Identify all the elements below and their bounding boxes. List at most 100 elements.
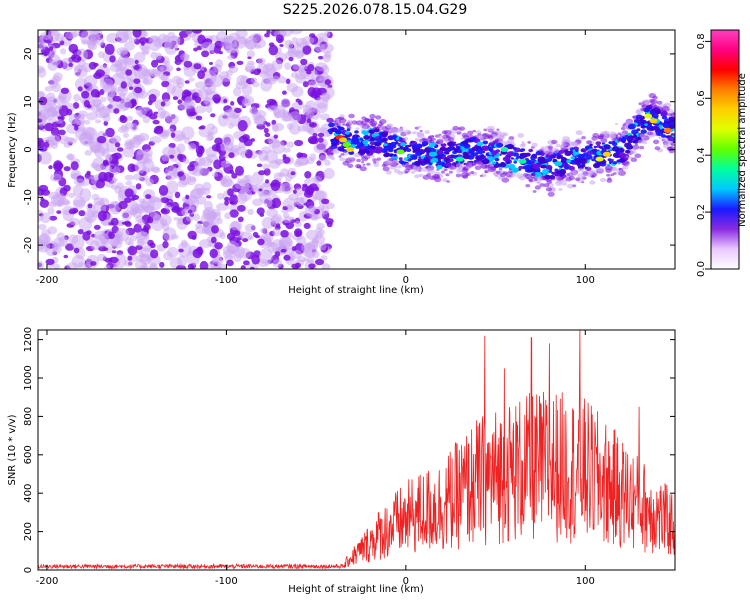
noise-dot <box>68 62 73 67</box>
signal-dot <box>446 135 450 139</box>
noise-dot <box>50 173 62 182</box>
noise-dot <box>108 256 119 264</box>
noise-dot <box>124 174 135 181</box>
noise-dot <box>133 223 142 233</box>
signal-dot <box>428 139 435 144</box>
noise-dot <box>68 113 79 125</box>
noise-dot <box>133 173 143 181</box>
signal-dot <box>644 99 651 104</box>
noise-dot <box>288 56 294 62</box>
noise-dot <box>315 190 328 201</box>
snr-frame <box>37 329 676 571</box>
signal-dot <box>373 161 377 164</box>
noise-dot <box>323 159 331 166</box>
noise-dot <box>91 30 100 35</box>
signal-dot <box>606 174 610 177</box>
noise-dot <box>111 250 117 254</box>
noise-dot <box>174 191 181 199</box>
noise-dot <box>137 218 145 226</box>
noise-dot <box>177 153 184 161</box>
signal-dot <box>481 150 486 154</box>
noise-dot <box>258 170 266 176</box>
signal-dot <box>629 149 637 155</box>
noise-dot <box>86 170 91 175</box>
noise-dot <box>173 216 180 221</box>
noise-dot <box>235 165 244 176</box>
noise-dot <box>321 92 331 103</box>
noise-dot <box>185 215 194 222</box>
signal-dot <box>586 167 592 171</box>
signal-dot <box>467 130 474 135</box>
signal-dot <box>361 116 367 120</box>
signal-peak <box>500 147 509 152</box>
noise-dot <box>73 93 81 102</box>
noise-dot <box>296 236 307 245</box>
noise-dot <box>133 134 140 143</box>
noise-dot <box>304 178 312 185</box>
signal-dot <box>349 157 354 161</box>
y-tick-label: 400 <box>23 484 34 503</box>
signal-dot <box>543 183 550 188</box>
signal-dot <box>338 147 345 152</box>
signal-dot <box>428 142 436 147</box>
noise-dot <box>283 216 293 224</box>
noise-dot <box>108 231 115 239</box>
signal-dot <box>525 154 529 157</box>
signal-dot <box>338 122 342 125</box>
noise-dot <box>55 96 67 105</box>
spectrogram-marks <box>38 30 675 269</box>
noise-dot <box>121 209 132 221</box>
noise-dot <box>321 198 330 205</box>
signal-dot <box>625 161 630 164</box>
noise-dot <box>210 236 217 244</box>
signal-dot <box>467 138 472 142</box>
noise-dot <box>227 188 234 197</box>
signal-dot <box>547 191 555 197</box>
signal-dot <box>399 126 403 129</box>
noise-dot <box>230 220 243 231</box>
noise-dot <box>124 188 134 198</box>
noise-dot <box>237 204 246 212</box>
signal-dot <box>627 123 636 130</box>
signal-dot <box>510 157 514 160</box>
signal-dot <box>401 171 405 174</box>
noise-dot <box>81 90 90 99</box>
noise-dot <box>165 204 172 209</box>
noise-dot <box>308 263 316 269</box>
signal-dot <box>417 160 423 165</box>
noise-dot <box>122 132 130 139</box>
noise-dot <box>132 30 142 38</box>
noise-dot <box>44 122 54 132</box>
noise-dot <box>271 59 283 71</box>
noise-dot <box>161 208 168 213</box>
noise-dot <box>180 239 188 248</box>
x-tick-label: 100 <box>576 275 595 286</box>
signal-dot <box>342 160 350 166</box>
noise-dot <box>220 178 234 188</box>
noise-dot <box>51 82 61 93</box>
noise-dot <box>316 141 327 152</box>
noise-dot <box>161 154 170 162</box>
noise-dot <box>102 78 114 89</box>
noise-dot <box>201 50 210 58</box>
signal-dot <box>594 162 600 167</box>
noise-dot <box>135 183 142 190</box>
noise-dot <box>284 62 292 70</box>
signal-dot <box>359 166 367 172</box>
signal-dot <box>362 140 369 145</box>
noise-dot <box>52 243 59 251</box>
noise-dot <box>302 81 309 88</box>
signal-dot <box>548 170 553 173</box>
noise-dot <box>148 113 158 120</box>
noise-dot <box>188 77 195 82</box>
signal-dot <box>363 131 370 136</box>
colorbar-tick-label: 0.0 <box>696 261 707 277</box>
noise-dot <box>266 208 278 218</box>
noise-dot <box>284 39 294 49</box>
noise-dot <box>227 55 235 60</box>
signal-dot <box>625 149 631 154</box>
signal-dot <box>520 148 526 152</box>
signal-dot <box>456 131 462 135</box>
signal-dot <box>436 164 443 170</box>
signal-dot <box>444 151 450 155</box>
